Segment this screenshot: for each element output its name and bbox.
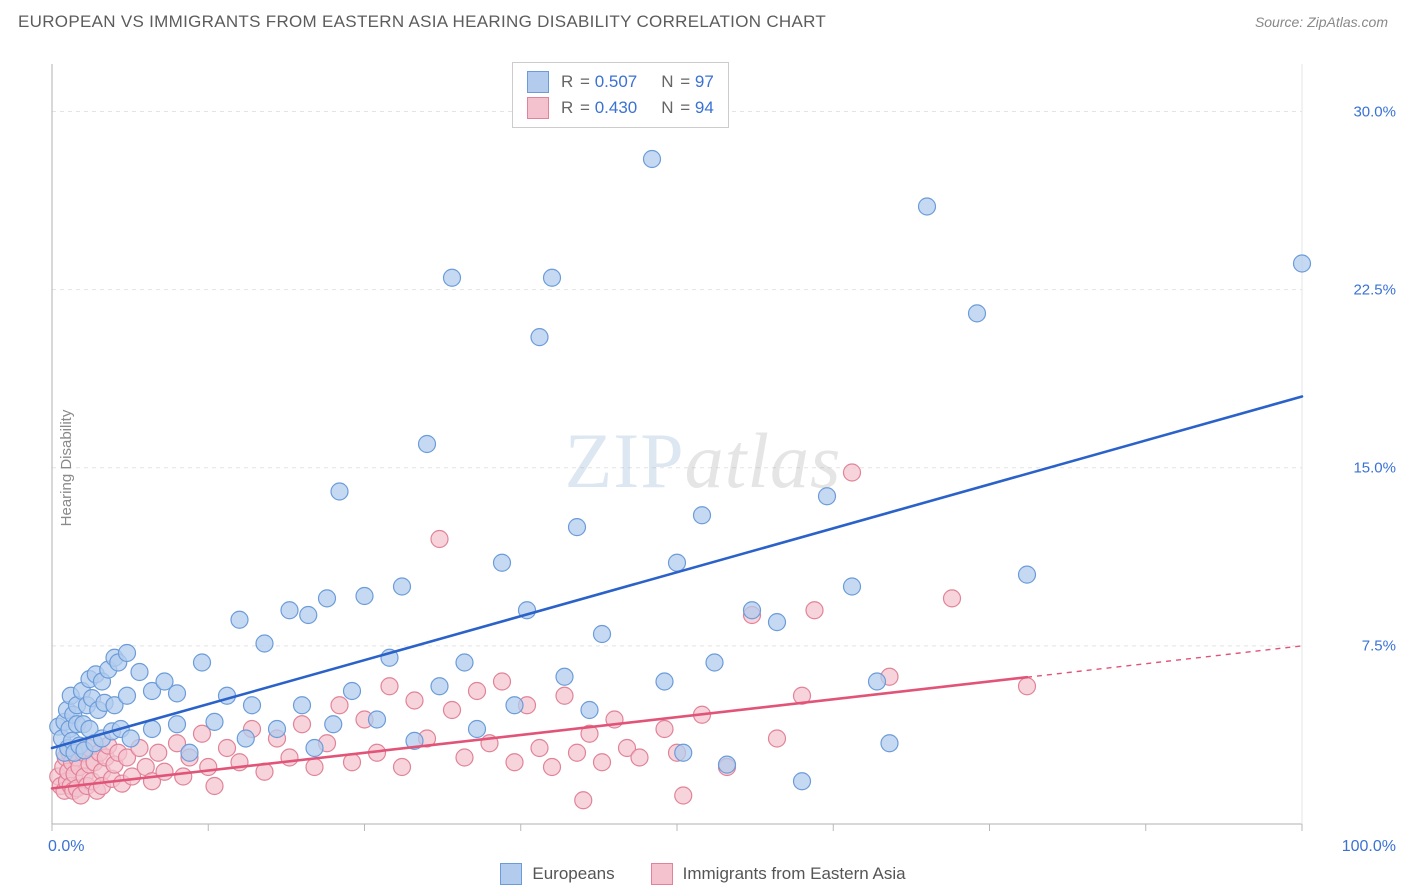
x-axis-max-label: 100.0% (1342, 838, 1396, 856)
series-legend: Europeans Immigrants from Eastern Asia (0, 856, 1406, 892)
chart-header: EUROPEAN VS IMMIGRANTS FROM EASTERN ASIA… (0, 0, 1406, 44)
stats-swatch (527, 97, 549, 119)
y-tick-label: 22.5% (1353, 281, 1396, 298)
stats-row: R = 0.507N = 97 (527, 69, 714, 95)
chart-title: EUROPEAN VS IMMIGRANTS FROM EASTERN ASIA… (18, 12, 826, 32)
y-axis-label: Hearing Disability (58, 410, 75, 527)
legend-swatch-europeans (500, 863, 522, 885)
stats-swatch (527, 71, 549, 93)
legend-swatch-eastern-asia (651, 863, 673, 885)
legend-label-europeans: Europeans (532, 864, 614, 884)
y-tick-label: 7.5% (1362, 637, 1396, 654)
legend-item-eastern-asia: Immigrants from Eastern Asia (651, 863, 906, 885)
legend-label-eastern-asia: Immigrants from Eastern Asia (683, 864, 906, 884)
stats-row: R = 0.430N = 94 (527, 95, 714, 121)
chart-source: Source: ZipAtlas.com (1255, 14, 1388, 30)
legend-item-europeans: Europeans (500, 863, 614, 885)
y-tick-label: 30.0% (1353, 103, 1396, 120)
correlation-stats-box: R = 0.507N = 97R = 0.430N = 94 (512, 62, 729, 128)
chart-area: Hearing Disability ZIPatlas R = 0.507N =… (0, 44, 1406, 892)
scatter-plot-svg (0, 44, 1406, 854)
x-axis-min-label: 0.0% (48, 838, 84, 856)
y-tick-label: 15.0% (1353, 459, 1396, 476)
